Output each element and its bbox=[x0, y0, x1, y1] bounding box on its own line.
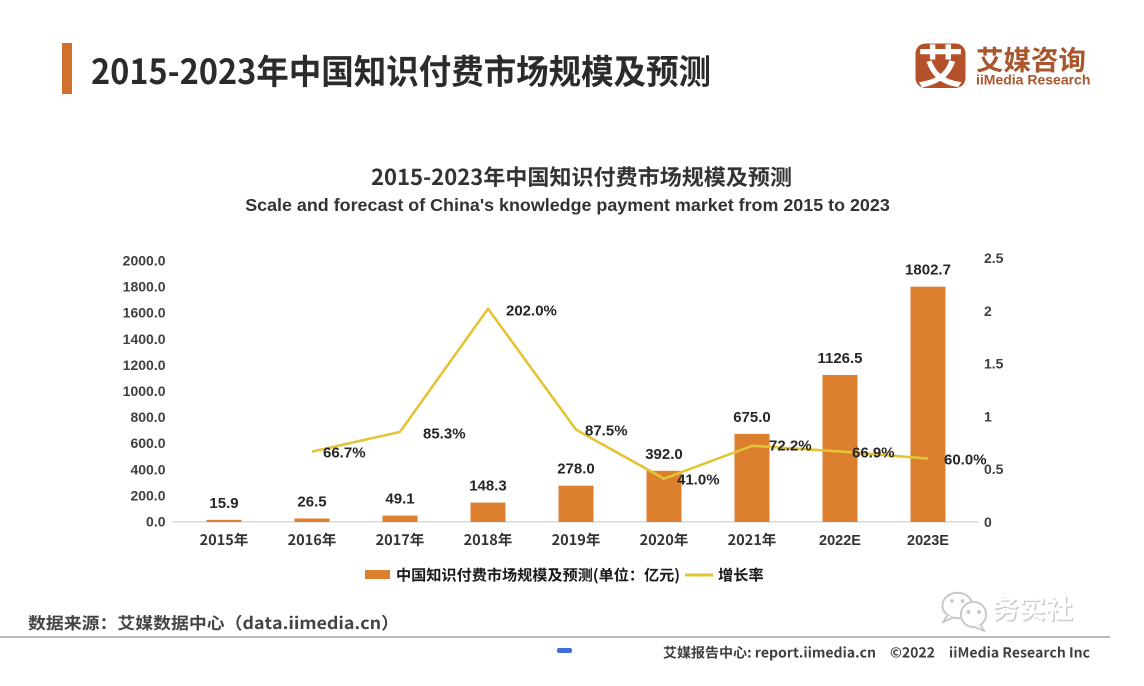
svg-text:2022E: 2022E bbox=[819, 533, 861, 549]
svg-text:2: 2 bbox=[984, 303, 992, 319]
svg-text:1126.5: 1126.5 bbox=[817, 350, 862, 367]
svg-text:0: 0 bbox=[984, 514, 992, 530]
svg-text:800.0: 800.0 bbox=[130, 409, 165, 425]
svg-text:60.0%: 60.0% bbox=[944, 452, 987, 469]
svg-text:1802.7: 1802.7 bbox=[905, 262, 951, 279]
svg-text:66.9%: 66.9% bbox=[852, 445, 895, 462]
svg-text:41.0%: 41.0% bbox=[677, 472, 720, 489]
svg-text:Scale and forecast of China's: Scale and forecast of China's knowledge … bbox=[245, 195, 890, 215]
svg-text:600.0: 600.0 bbox=[130, 435, 165, 451]
svg-text:202.0%: 202.0% bbox=[506, 303, 557, 320]
svg-text:278.0: 278.0 bbox=[557, 461, 595, 478]
svg-text:2023E: 2023E bbox=[907, 533, 949, 549]
svg-text:1600.0: 1600.0 bbox=[123, 305, 166, 321]
svg-text:0.5: 0.5 bbox=[984, 461, 1004, 477]
svg-text:0.0: 0.0 bbox=[146, 514, 166, 530]
svg-text:1: 1 bbox=[984, 408, 992, 424]
svg-text:iiMedia Research: iiMedia Research bbox=[976, 72, 1090, 88]
svg-text:1800.0: 1800.0 bbox=[123, 279, 166, 295]
svg-text:72.2%: 72.2% bbox=[769, 438, 812, 455]
svg-text:392.0: 392.0 bbox=[645, 446, 683, 463]
svg-text:87.5%: 87.5% bbox=[585, 423, 628, 440]
svg-text:200.0: 200.0 bbox=[130, 487, 165, 503]
svg-text:1400.0: 1400.0 bbox=[123, 331, 166, 347]
svg-text:1200.0: 1200.0 bbox=[123, 357, 166, 373]
svg-text:1000.0: 1000.0 bbox=[123, 383, 166, 399]
svg-text:15.9: 15.9 bbox=[209, 495, 238, 512]
svg-text:2000.0: 2000.0 bbox=[123, 253, 166, 269]
svg-text:400.0: 400.0 bbox=[130, 461, 165, 477]
svg-text:49.1: 49.1 bbox=[385, 491, 414, 508]
svg-text:675.0: 675.0 bbox=[733, 409, 771, 426]
svg-text:1.5: 1.5 bbox=[984, 356, 1004, 372]
svg-text:148.3: 148.3 bbox=[469, 478, 507, 495]
svg-text:85.3%: 85.3% bbox=[423, 426, 466, 443]
svg-text:2.5: 2.5 bbox=[984, 250, 1004, 266]
svg-text:66.7%: 66.7% bbox=[323, 445, 366, 462]
svg-text:26.5: 26.5 bbox=[297, 494, 326, 511]
